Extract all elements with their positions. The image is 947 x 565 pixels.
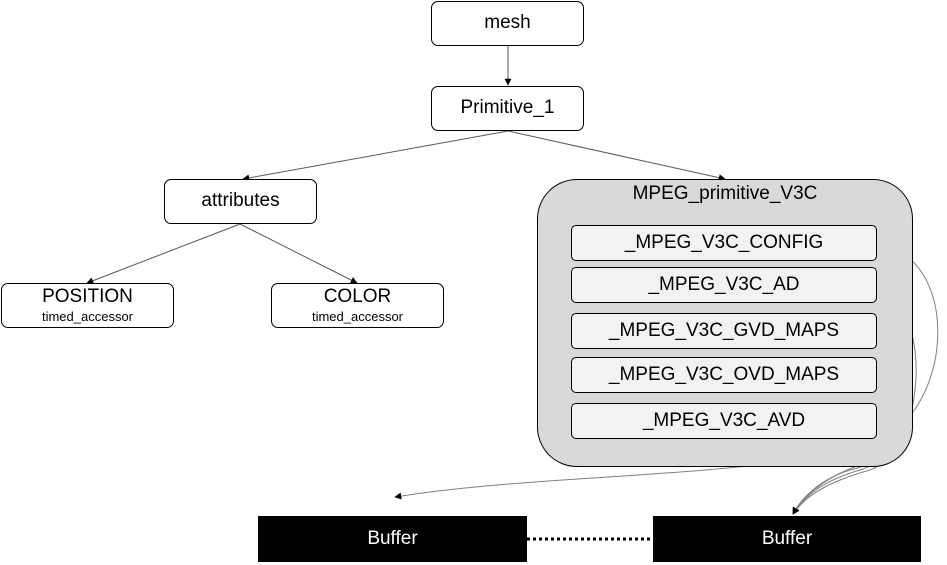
v3c-item-config-label: _MPEG_V3C_CONFIG xyxy=(624,232,824,253)
buffer-left-label: Buffer xyxy=(367,528,418,549)
position-node: POSITION timed_accessor xyxy=(1,283,174,328)
v3c-item-ad: _MPEG_V3C_AD xyxy=(571,267,877,303)
v3c-item-ad-label: _MPEG_V3C_AD xyxy=(648,274,800,295)
mesh-node: mesh xyxy=(431,1,584,46)
color-node: COLOR timed_accessor xyxy=(271,283,444,328)
attributes-label: attributes xyxy=(201,190,280,212)
buffer-right-label: Buffer xyxy=(761,528,813,549)
color-sublabel: timed_accessor xyxy=(311,308,404,324)
edge-primitive-attributes xyxy=(242,130,509,182)
v3c-item-avd-label: _MPEG_V3C_AVD xyxy=(642,410,806,431)
v3c-group-title: MPEG_primitive_V3C xyxy=(632,183,818,204)
v3c-item-gvd-maps: _MPEG_V3C_GVD_MAPS xyxy=(571,313,877,349)
v3c-item-ovd-maps: _MPEG_V3C_OVD_MAPS xyxy=(571,357,877,393)
mesh-label: mesh xyxy=(484,12,531,34)
position-sublabel: timed_accessor xyxy=(41,308,134,324)
buffer-right: Buffer xyxy=(653,516,921,562)
edge-attributes-color xyxy=(239,223,358,284)
attributes-node: attributes xyxy=(164,179,317,224)
primitive-label: Primitive_1 xyxy=(460,97,555,119)
buffer-left: Buffer xyxy=(258,516,527,562)
primitive-node: Primitive_1 xyxy=(431,86,584,131)
color-label: COLOR xyxy=(323,285,392,307)
v3c-item-config: _MPEG_V3C_CONFIG xyxy=(571,225,877,261)
v3c-item-gvd-maps-label: _MPEG_V3C_GVD_MAPS xyxy=(608,320,840,341)
v3c-item-ovd-maps-label: _MPEG_V3C_OVD_MAPS xyxy=(608,364,840,385)
v3c-item-avd: _MPEG_V3C_AVD xyxy=(571,403,877,439)
position-label: POSITION xyxy=(42,285,133,307)
edge-attributes-position xyxy=(86,223,241,284)
edge-primitive-v3c xyxy=(507,130,726,182)
